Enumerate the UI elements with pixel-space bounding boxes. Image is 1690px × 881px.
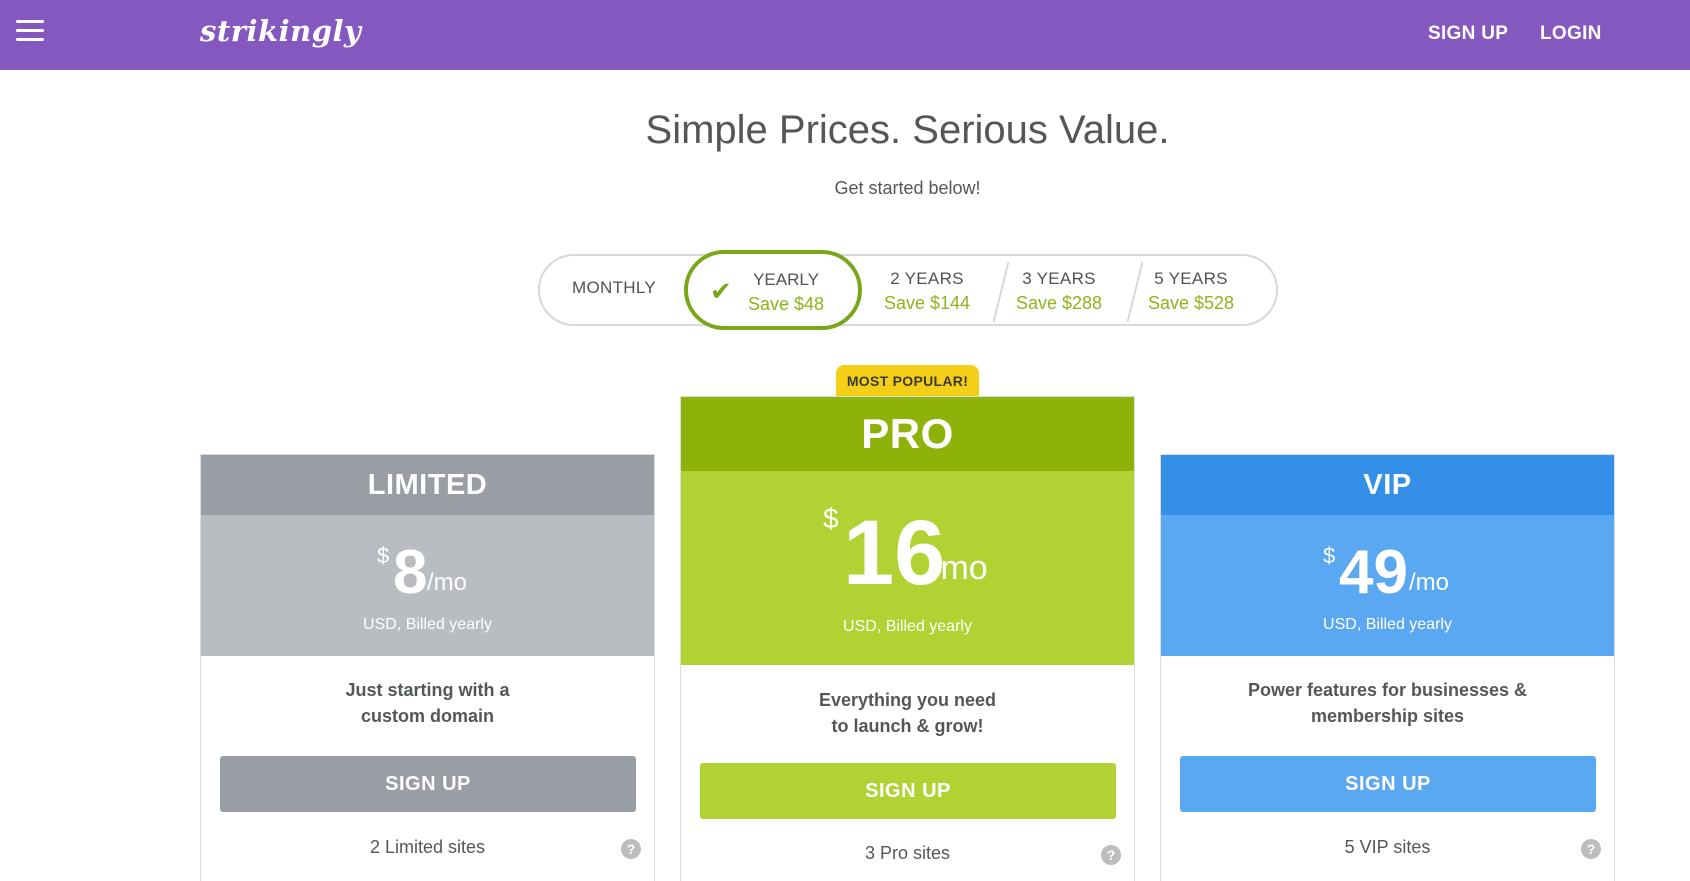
hamburger-menu-icon[interactable] [16, 20, 46, 42]
plan-price: $ 16 /mo USD, Billed yearly [681, 471, 1134, 665]
price-billing-note: USD, Billed yearly [1323, 616, 1452, 633]
billing-option-savings: Save $144 [883, 293, 971, 313]
plan-price: $ 49 /mo USD, Billed yearly [1161, 515, 1614, 656]
price-period: /mo [427, 569, 468, 596]
plan-name: LIMITED [201, 455, 654, 515]
billing-period-toggle: MONTHLY 2 YEARS Save $144 3 YEARS Save $… [538, 254, 1278, 326]
plan-name: PRO [681, 397, 1134, 471]
nav-login-link[interactable]: LOGIN [1540, 23, 1602, 44]
plan-name: VIP [1161, 455, 1614, 515]
plan-card-vip: VIP $ 49 /mo USD, Billed yearly Power fe… [1160, 454, 1615, 881]
top-navigation-bar: strikingly SIGN UP LOGIN [0, 0, 1690, 70]
page-title: Simple Prices. Serious Value. [645, 108, 1170, 152]
plan-description-line: Power features for businesses & [1247, 680, 1528, 700]
billing-option-yearly[interactable]: ✔ YEARLY Save $48 [684, 250, 862, 330]
limited-signup-button[interactable]: SIGN UP [220, 756, 636, 812]
plan-card-pro: PRO $ 16 /mo USD, Billed yearly Everythi… [680, 396, 1135, 881]
plan-description: Everything you need to launch & grow! [681, 687, 1134, 739]
billing-option-label: MONTHLY [572, 278, 656, 297]
billing-option-label: 2 YEARS [890, 269, 964, 288]
billing-option-savings: Save $48 [747, 294, 825, 314]
plan-description-line: to launch & grow! [831, 716, 984, 736]
price-currency: $ [823, 503, 839, 534]
billing-option-2-years[interactable]: 2 YEARS Save $144 [862, 256, 992, 324]
price-currency: $ [377, 543, 390, 568]
price-amount: 16 [843, 502, 946, 604]
billing-option-5-years[interactable]: 5 YEARS Save $528 [1126, 256, 1256, 324]
price-amount: 49 [1339, 538, 1408, 607]
plan-description-line: Just starting with a [345, 680, 510, 700]
plan-feature-sites: 3 Pro sites [864, 843, 951, 863]
price-currency: $ [1323, 543, 1336, 568]
plan-card-limited: LIMITED $ 8 /mo USD, Billed yearly Just … [200, 454, 655, 881]
plan-description-line: membership sites [1310, 706, 1465, 726]
plan-description-line: custom domain [360, 706, 494, 726]
strikingly-logo[interactable]: strikingly [200, 14, 362, 48]
price-amount: 8 [393, 538, 428, 607]
price-billing-note: USD, Billed yearly [843, 618, 972, 635]
plan-description-line: Everything you need [818, 690, 997, 710]
billing-option-label: 5 YEARS [1154, 269, 1228, 288]
help-question-icon[interactable]: ? [621, 839, 641, 859]
plan-description: Power features for businesses & membersh… [1161, 677, 1614, 729]
billing-option-savings: Save $528 [1147, 293, 1235, 313]
page-subtitle: Get started below! [834, 178, 981, 198]
most-popular-badge: MOST POPULAR! [836, 365, 979, 397]
billing-option-monthly[interactable]: MONTHLY [540, 256, 688, 324]
pro-signup-button[interactable]: SIGN UP [700, 763, 1116, 819]
checkmark-icon: ✔ [710, 276, 732, 306]
billing-option-label: YEARLY [753, 270, 819, 289]
plan-feature-sites: 5 VIP sites [1344, 837, 1431, 857]
help-question-icon[interactable]: ? [1581, 839, 1601, 859]
billing-option-savings: Save $288 [1015, 293, 1103, 313]
price-period: /mo [931, 549, 988, 587]
nav-signup-link[interactable]: SIGN UP [1428, 23, 1509, 44]
plan-feature-sites: 2 Limited sites [369, 837, 486, 857]
billing-option-3-years[interactable]: 3 YEARS Save $288 [992, 256, 1126, 324]
help-question-icon[interactable]: ? [1101, 845, 1121, 865]
plan-description: Just starting with a custom domain [201, 677, 654, 729]
vip-signup-button[interactable]: SIGN UP [1180, 756, 1596, 812]
price-period: /mo [1409, 569, 1450, 596]
billing-option-label: 3 YEARS [1022, 269, 1096, 288]
price-billing-note: USD, Billed yearly [363, 616, 492, 633]
plan-price: $ 8 /mo USD, Billed yearly [201, 515, 654, 656]
